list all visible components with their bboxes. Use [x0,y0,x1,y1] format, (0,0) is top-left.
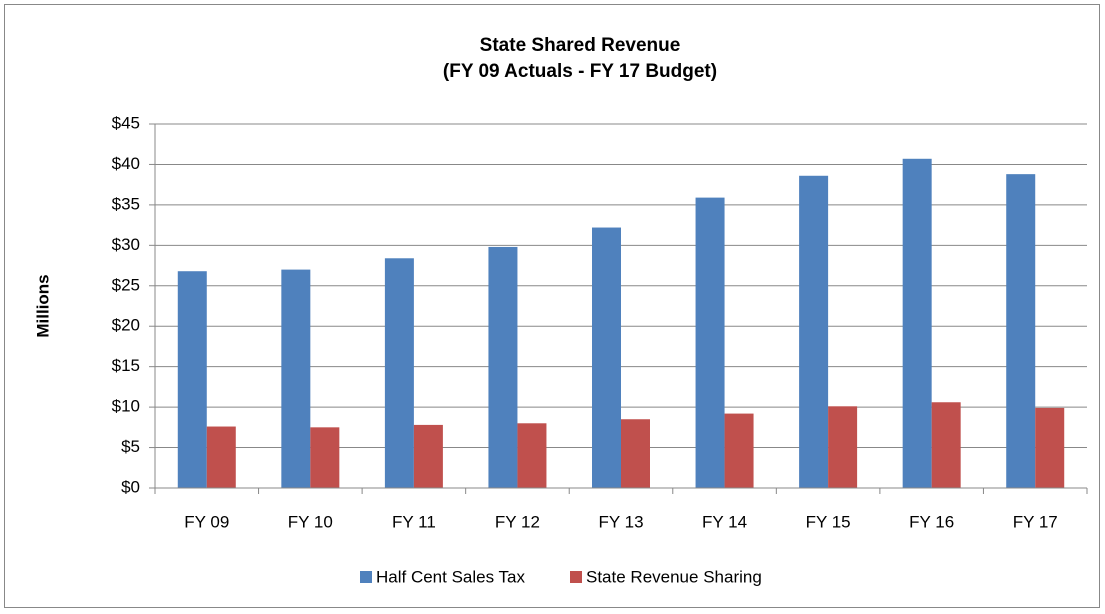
bar [1035,407,1065,488]
y-axis-label: Millions [33,274,52,337]
bar [695,197,725,488]
x-tick-label: FY 09 [184,512,229,531]
y-tick-label: $15 [112,356,140,375]
y-tick-label: $45 [112,113,140,132]
bar [621,419,650,488]
legend-label: Half Cent Sales Tax [376,567,525,586]
bar [310,427,340,488]
x-tick-label: FY 11 [392,512,436,531]
bar [384,258,414,488]
chart-subtitle: (FY 09 Actuals - FY 17 Budget) [443,61,717,82]
y-tick-label: $40 [112,154,140,173]
bar [177,271,207,488]
y-tick-label: $20 [112,316,140,335]
y-tick-label: $30 [112,235,140,254]
legend-swatch [570,571,582,583]
x-tick-label: FY 15 [806,512,851,531]
bar [1006,174,1036,488]
y-tick-label: $25 [112,275,140,294]
bar [206,426,236,488]
x-tick-label: FY 13 [598,512,643,531]
bar [799,175,829,488]
x-tick-label: FY 14 [702,512,747,531]
bar [517,423,547,488]
y-tick-label: $0 [121,477,140,496]
bar [724,413,754,488]
bar [281,269,311,488]
bar [592,227,621,488]
legend-swatch [360,571,372,583]
x-tick-label: FY 12 [495,512,540,531]
bar [488,246,518,488]
bar [828,406,858,488]
x-tick-label: FY 17 [1013,512,1058,531]
legend-label: State Revenue Sharing [586,567,762,586]
y-tick-label: $35 [112,194,140,213]
y-tick-label: $5 [121,437,140,456]
bar [413,424,443,488]
x-tick-label: FY 10 [288,512,333,531]
x-tick-label: FY 16 [909,512,954,531]
y-tick-label: $10 [112,397,140,416]
bar [902,158,932,488]
bar [931,402,961,488]
chart-title: State Shared Revenue [480,35,681,56]
